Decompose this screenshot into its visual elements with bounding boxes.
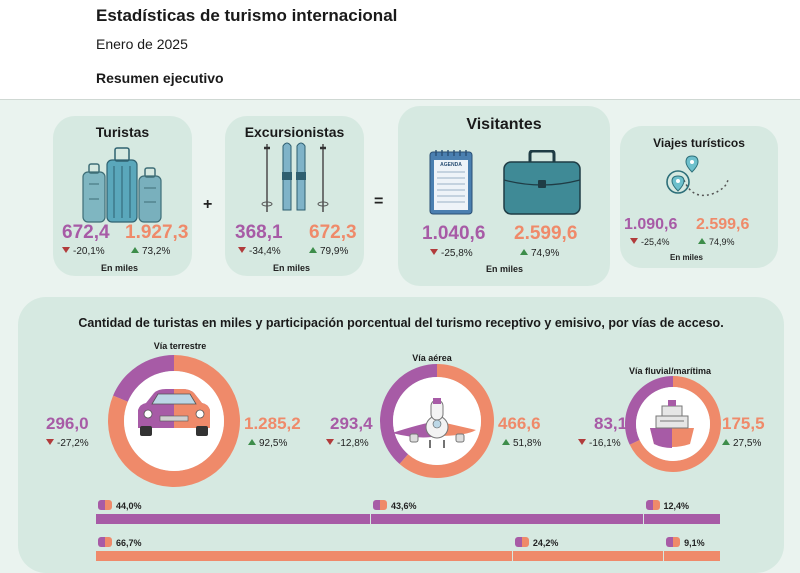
aerea-receptivo-change: -12,8% <box>326 438 369 449</box>
section-title: Resumen ejecutivo <box>96 70 224 86</box>
unit-label: En miles <box>486 264 524 274</box>
aerea-emisivo-value: 466,6 <box>498 414 541 433</box>
down-arrow-icon <box>238 247 246 253</box>
up-arrow-icon <box>131 247 139 253</box>
airplane-icon <box>392 398 476 448</box>
fluvial-emisivo-change: 27,5% <box>722 438 761 449</box>
down-arrow-icon <box>630 238 638 244</box>
agenda-label: AGENDA <box>440 162 462 168</box>
terrestre-label: Vía terrestre <box>153 341 207 351</box>
down-arrow-icon <box>62 247 70 253</box>
emisivo-pct-fluvial/marítima: 9,1% <box>684 538 705 548</box>
divider <box>0 99 800 100</box>
car-icon <box>138 389 210 436</box>
unit-label: En miles <box>670 253 703 262</box>
excursionistas-receptivo-change: -34,4% <box>238 246 281 257</box>
aerea-emisivo-slice <box>399 364 495 478</box>
luggage-icon <box>82 147 162 223</box>
card-excursionistas-title: Excursionistas <box>244 124 345 140</box>
up-arrow-icon <box>248 439 256 445</box>
card-viajes-title: Viajes turísticos <box>653 136 745 150</box>
turistas-emisivo-change: 73,2% <box>131 246 170 257</box>
agenda-icon: AGENDA <box>429 150 473 215</box>
viajes-emisivo-value: 2.599,6 <box>696 216 750 233</box>
turistas-receptivo-value: 672,4 <box>62 222 110 243</box>
aerea-receptivo-slice <box>380 364 437 465</box>
mini-car-icon <box>98 537 112 547</box>
mini-plane-icon <box>373 500 387 510</box>
card-excursionistas: Excursionistas 368,1 672,3 -34,4% 79,9% … <box>225 116 364 276</box>
terrestre-emisivo-value: 1.285,2 <box>244 414 301 433</box>
access-routes-title: Cantidad de turistas en miles y particip… <box>78 316 724 330</box>
receptivo-pct-terrestre: 44,0% <box>116 501 142 511</box>
aerea-receptivo-value: 293,4 <box>330 414 373 433</box>
page-date: Enero de 2025 <box>96 36 188 52</box>
ship-icon <box>650 400 694 448</box>
up-arrow-icon <box>722 439 730 445</box>
card-viajes: Viajes turísticos 1.090,6 2.599,6 -25,4%… <box>620 126 778 268</box>
terrestre-receptivo-value: 296,0 <box>46 414 89 433</box>
fluvial-receptivo-value: 83,1 <box>594 414 628 433</box>
receptivo-bar-aérea <box>371 514 643 524</box>
unit-label: En miles <box>101 263 139 273</box>
mini-plane-icon <box>514 537 529 547</box>
up-arrow-icon <box>698 238 706 244</box>
emisivo-bar-fluvial/marítima <box>664 551 720 561</box>
mini-car-icon <box>98 500 112 510</box>
down-arrow-icon <box>578 439 586 445</box>
terrestre-emisivo-change: 92,5% <box>248 438 287 449</box>
turistas-emisivo-value: 1.927,3 <box>125 222 189 243</box>
up-arrow-icon <box>309 247 317 253</box>
emisivo-bar-aérea <box>512 551 664 561</box>
terrestre-receptivo-change: -27,2% <box>46 438 89 449</box>
viajes-receptivo-value: 1.090,6 <box>624 216 678 233</box>
unit-label: En miles <box>273 263 311 273</box>
page-title: Estadísticas de turismo internacional <box>96 6 398 25</box>
down-arrow-icon <box>46 439 54 445</box>
up-arrow-icon <box>502 439 510 445</box>
ski-icon <box>261 142 329 212</box>
fluvial-label: Vía fluvial/marítima <box>628 366 712 376</box>
card-visitantes-title: Visitantes <box>466 116 542 133</box>
down-arrow-icon <box>326 439 334 445</box>
receptivo-bar-fluvial/marítima <box>643 514 720 524</box>
up-arrow-icon <box>520 249 528 255</box>
emisivo-bar-terrestre <box>96 551 512 561</box>
excursionistas-emisivo-value: 672,3 <box>309 222 357 243</box>
visitantes-emisivo-value: 2.599,6 <box>514 223 578 244</box>
excursionistas-emisivo-change: 79,9% <box>309 246 348 257</box>
card-visitantes: Visitantes AGENDA 1.040,6 2.599,6 -25,8%… <box>398 106 610 286</box>
fluvial-emisivo-value: 175,5 <box>722 414 765 433</box>
aerea-emisivo-change: 51,8% <box>502 438 541 449</box>
emisivo-pct-terrestre: 66,7% <box>116 538 142 548</box>
route-map-pin-icon <box>666 155 729 197</box>
emisivo-pct-aérea: 24,2% <box>532 538 559 548</box>
card-turistas: Turistas 672,4 1.927,3 -20,1% 73,2% En m… <box>53 116 192 276</box>
viajes-emisivo-change: 74,9% <box>698 237 735 247</box>
receptivo-bar-terrestre <box>96 514 370 524</box>
fluvial-receptivo-slice <box>625 376 673 445</box>
equals-sign: = <box>374 193 384 210</box>
aerea-label: Vía aérea <box>412 353 452 363</box>
down-arrow-icon <box>430 249 438 255</box>
visitantes-receptivo-change: -25,8% <box>430 248 473 259</box>
briefcase-icon <box>503 150 581 215</box>
card-turistas-title: Turistas <box>95 124 150 140</box>
receptivo-pct-aérea: 43,6% <box>391 501 417 511</box>
visitantes-emisivo-change: 74,9% <box>520 248 559 259</box>
excursionistas-receptivo-value: 368,1 <box>235 222 283 243</box>
fluvial-receptivo-change: -16,1% <box>578 438 621 449</box>
receptivo-pct-fluvial/marítima: 12,4% <box>663 501 690 511</box>
terrestre-receptivo-slice <box>113 355 174 402</box>
mini-ship-icon <box>645 500 660 510</box>
turistas-receptivo-change: -20,1% <box>62 246 105 257</box>
mini-ship-icon <box>666 537 681 547</box>
visitantes-receptivo-value: 1.040,6 <box>422 223 486 244</box>
viajes-receptivo-change: -25,4% <box>630 237 670 247</box>
plus-sign: + <box>203 196 213 213</box>
